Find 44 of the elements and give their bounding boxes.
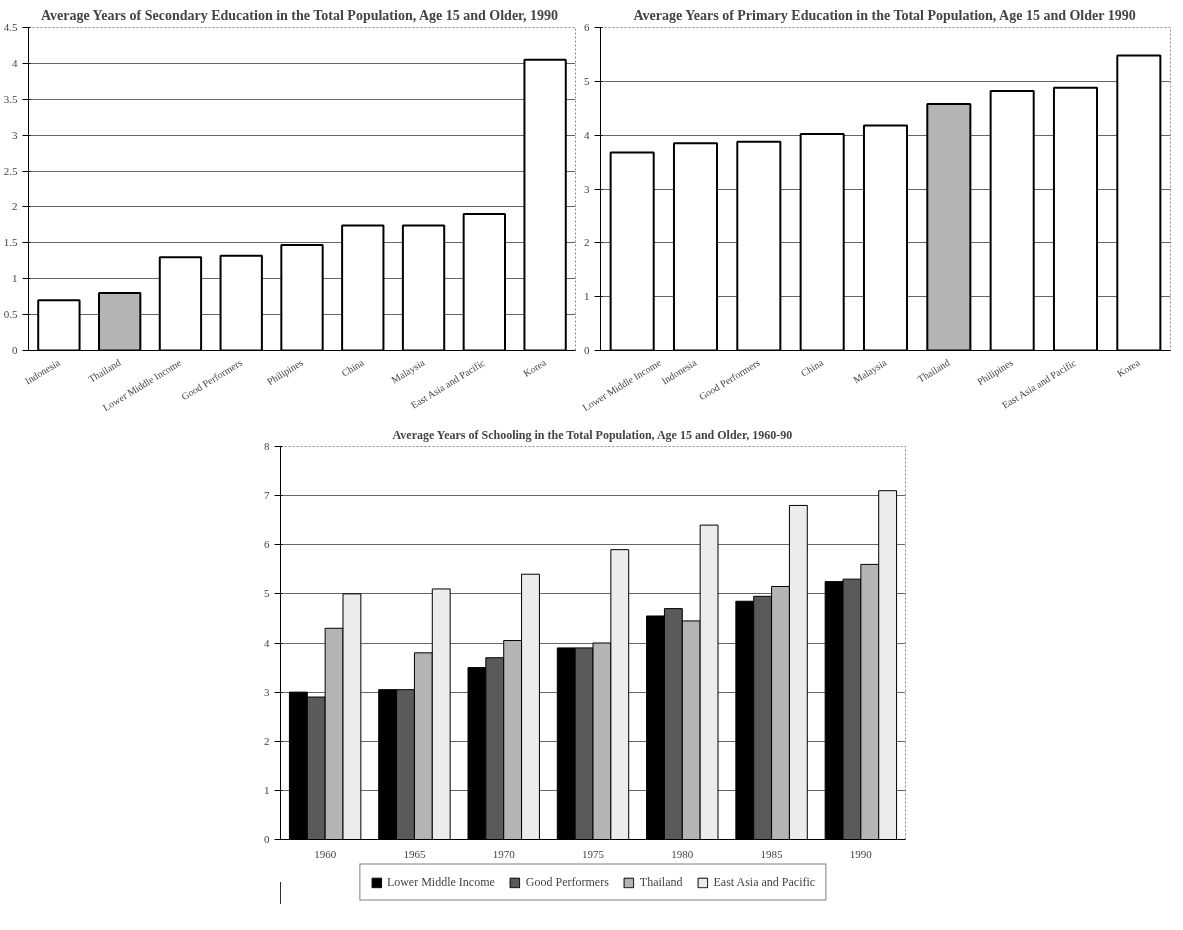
y-tick-label: 2.5 <box>3 164 18 177</box>
y-tick-label: 8 <box>264 440 270 452</box>
y-tick-label: 4 <box>264 636 270 649</box>
legend-label: Good Performers <box>525 874 609 890</box>
y-tick-label: 1.5 <box>3 236 18 249</box>
y-tick-label: 1 <box>12 272 18 285</box>
y-tick-label: 6 <box>264 538 270 551</box>
x-tick-label: 1985 <box>760 847 784 860</box>
chart-title: Average Years of Primary Education in the Total Population, Age 15 and Older 1990 <box>633 7 1136 23</box>
y-tick-label: 2 <box>584 236 590 249</box>
y-tick-label: 1 <box>264 783 270 796</box>
y-tick-label: 3 <box>264 685 270 698</box>
y-tick-label: 0 <box>264 833 270 845</box>
x-tick-label: Korea <box>521 356 549 379</box>
x-tick-label: 1980 <box>671 847 694 860</box>
y-tick-label: 4 <box>12 56 18 69</box>
chart-title: Average Years of Secondary Education in the Total Population, Age 15 and Older, 1990 <box>40 7 559 23</box>
x-tick-label: 1975 <box>582 847 605 860</box>
chart-title: Average Years of Schooling in the Total Population, Age 15 and Older, 1960-90 <box>392 427 793 442</box>
y-tick-label: 6 <box>584 21 590 33</box>
y-tick-label: 5 <box>264 587 270 600</box>
legend-label: Thailand <box>639 874 683 890</box>
y-tick-label: 7 <box>264 489 270 502</box>
y-tick-label: 0 <box>12 344 18 356</box>
y-tick-label: 1 <box>584 290 590 303</box>
x-tick-label: 1990 <box>849 847 873 860</box>
x-tick-label: China <box>798 356 826 379</box>
x-tick-label: 1965 <box>403 847 426 860</box>
y-tick-label: 3.5 <box>3 92 18 105</box>
legend-label: East Asia and Pacific <box>713 874 816 890</box>
x-tick-label: Korea <box>1115 356 1143 379</box>
y-tick-label: 2 <box>12 200 18 213</box>
y-tick-label: 0.5 <box>3 308 18 321</box>
y-tick-label: 2 <box>264 734 270 747</box>
x-tick-label: 1970 <box>492 847 516 860</box>
x-tick-label: China <box>339 356 367 379</box>
y-tick-label: 4 <box>584 128 590 141</box>
x-tick-label: 1960 <box>314 847 337 860</box>
y-tick-label: 5 <box>584 74 590 87</box>
y-tick-label: 3 <box>12 128 18 141</box>
legend-label: Lower Middle Income <box>386 874 495 890</box>
y-tick-label: 4.5 <box>3 21 18 33</box>
y-tick-label: 0 <box>584 344 590 356</box>
y-tick-label: 3 <box>584 182 590 195</box>
